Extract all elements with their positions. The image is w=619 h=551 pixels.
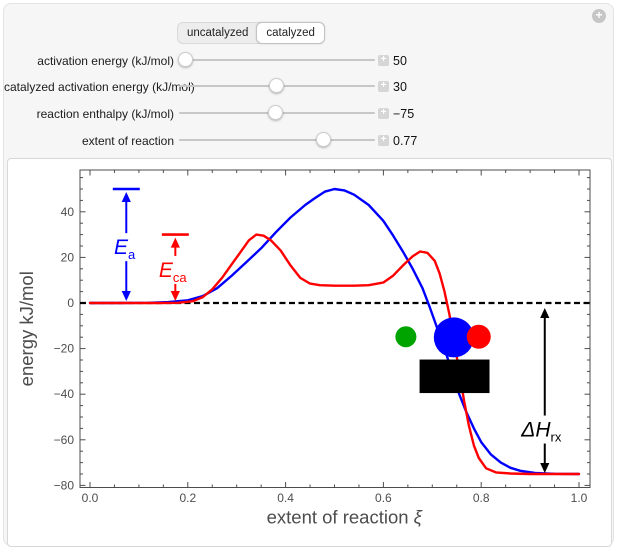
x-axis-label: extent of reaction ξ	[267, 507, 423, 528]
y-tick-label: −60	[54, 433, 75, 447]
manipulate-menu-icon[interactable]: +	[592, 9, 606, 23]
y-tick-label: 40	[61, 205, 75, 219]
expand-slider-controls-icon[interactable]: +	[378, 55, 389, 66]
reaction-enthalpy-arrow-head-up	[540, 308, 550, 318]
slider-value: 30	[393, 80, 407, 94]
y-tick-label: 20	[61, 250, 75, 264]
y-tick-label: 0	[67, 296, 74, 310]
y-tick-label: −40	[54, 387, 75, 401]
x-tick-label: 0.0	[82, 491, 99, 505]
uncatalyzed-curve	[88, 187, 581, 476]
y-tick-label: −80	[54, 478, 75, 492]
slider-row-extent-of-reaction: extent of reaction + 0.77	[4, 132, 613, 149]
x-tick-label: 0.8	[473, 491, 490, 505]
activation-energy-arrow-head-up	[121, 192, 131, 202]
catalysis-setter-bar: uncatalyzed catalyzed	[177, 22, 325, 44]
plot-frame	[79, 169, 591, 488]
slider-thumb[interactable]	[315, 132, 331, 147]
slider-row-reaction-enthalpy: reaction enthalpy (kJ/mol) + −75	[4, 105, 613, 122]
catalyzed-activation-energy-arrow-head-down	[170, 291, 180, 301]
catalyzed-curve	[88, 233, 581, 476]
expand-slider-controls-icon[interactable]: +	[378, 135, 389, 146]
activation-energy-slider[interactable]	[178, 52, 375, 67]
catalyzed-activation-energy-slider[interactable]	[179, 78, 375, 93]
slider-value: 0.77	[393, 134, 418, 148]
slider-label: reaction enthalpy (kJ/mol)	[36, 107, 174, 121]
slider-label: activation energy (kJ/mol)	[37, 54, 174, 68]
slider-label: extent of reaction	[81, 134, 174, 148]
catalyzed-activation-energy-arrow-label-bg	[156, 255, 194, 284]
extent-of-reaction-slider[interactable]	[179, 132, 375, 147]
expand-slider-controls-icon[interactable]: +	[378, 108, 389, 119]
activation-energy-arrow-head-down	[121, 291, 131, 301]
activation-energy-arrow-label-bg	[112, 233, 141, 262]
reaction-enthalpy-slider[interactable]	[179, 105, 375, 120]
x-tick-label: 0.4	[277, 491, 294, 505]
x-tick-label: 0.6	[375, 491, 392, 505]
expand-slider-controls-icon[interactable]: +	[378, 81, 389, 92]
tab-uncatalyzed[interactable]: uncatalyzed	[178, 23, 257, 43]
slider-thumb[interactable]	[268, 78, 284, 93]
manipulate-panel: + uncatalyzed catalyzed activation energ…	[3, 3, 614, 547]
catalyst-surface	[419, 359, 490, 394]
molecule-blue	[433, 317, 474, 358]
slider-row-activation-energy: activation energy (kJ/mol) + 50	[4, 52, 613, 69]
x-tick-label: 1.0	[571, 491, 588, 505]
x-tick-label: 0.2	[179, 491, 196, 505]
molecule-green	[395, 326, 417, 348]
slider-row-catalyzed-activation-energy: catalyzed activation energy (kJ/mol) + 3…	[4, 78, 613, 95]
reaction-enthalpy-arrow-label-bg	[519, 415, 571, 444]
slider-label: catalyzed activation energy (kJ/mol)	[4, 80, 195, 94]
tab-catalyzed[interactable]: catalyzed	[256, 22, 325, 44]
energy-diagram-plot: 0.0 0.2 0.4 0.6 0.8 1.0−80−60−40−2002040EaEca…	[16, 169, 591, 528]
slider-value: −75	[393, 107, 415, 121]
slider-thumb[interactable]	[267, 105, 283, 120]
catalyzed-activation-energy-arrow-head-up	[170, 237, 180, 248]
y-tick-label: −20	[54, 342, 75, 356]
slider-value: 50	[393, 54, 407, 68]
energy-diagram-panel: 0.0 0.2 0.4 0.6 0.8 1.0 −80 −60 −40 −20 0 20 40 Ea Eca…	[7, 158, 612, 547]
reaction-enthalpy-arrow-head-down	[540, 463, 550, 473]
slider-thumb[interactable]	[178, 52, 194, 67]
molecule-red	[466, 324, 491, 349]
y-axis-label: energy kJ/mol	[16, 271, 37, 386]
